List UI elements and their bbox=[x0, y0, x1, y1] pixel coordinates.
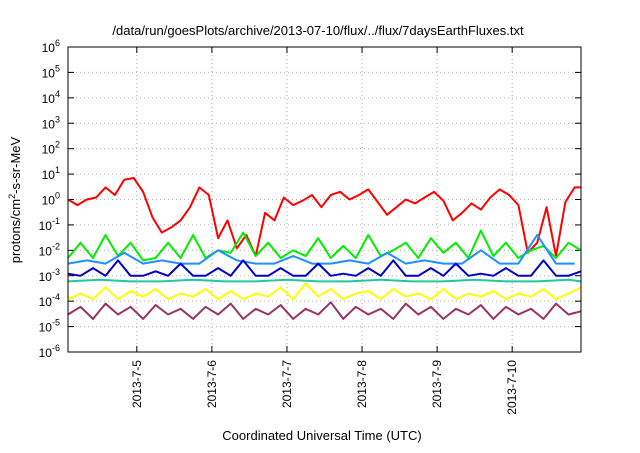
series-line-1 bbox=[67, 177, 581, 257]
series-line-5 bbox=[67, 278, 582, 283]
series-line-6 bbox=[67, 282, 582, 301]
series-layer bbox=[67, 177, 582, 320]
y-tick-label: 106 bbox=[42, 38, 60, 55]
y-tick-label: 105 bbox=[42, 63, 60, 80]
y-tick-label: 100 bbox=[42, 191, 60, 208]
x-tick-label: 2013-7-5 bbox=[130, 360, 144, 408]
y-tick-label: 102 bbox=[42, 140, 60, 157]
y-tick-label: 103 bbox=[42, 114, 60, 131]
y-tick-label: 10-1 bbox=[39, 216, 60, 233]
y-tick-labels: 10-6 10-5 10-4 10-3 10-2 10-1 100 101 102 103 104 1… bbox=[39, 38, 60, 360]
y-tick-label: 10-6 bbox=[39, 343, 60, 360]
y-tick-label: 10-2 bbox=[39, 241, 60, 258]
series-line-4 bbox=[67, 259, 582, 277]
series-line-7 bbox=[67, 301, 582, 320]
y-tick-label: 101 bbox=[42, 165, 60, 182]
y-tick-label: 104 bbox=[42, 89, 60, 106]
x-tick-labels: 2013-7-5 2013-7-6 2013-7-7 2013-7-8 2013-7-9… bbox=[130, 360, 519, 415]
y-tick-label: 10-3 bbox=[39, 267, 60, 284]
x-tick-label: 2013-7-9 bbox=[430, 360, 444, 408]
x-tick-label: 2013-7-6 bbox=[205, 360, 219, 408]
x-tick-label: 2013-7-8 bbox=[355, 360, 369, 408]
x-tick-label: 2013-7-10 bbox=[505, 360, 519, 415]
series-line-3 bbox=[67, 234, 575, 265]
x-tick-label: 2013-7-7 bbox=[280, 360, 294, 408]
y-axis-label: protons/cm2-s-sr-MeV bbox=[7, 136, 23, 263]
plot-frame bbox=[67, 46, 582, 353]
x-axis-label: Coordinated Universal Time (UTC) bbox=[222, 428, 421, 443]
series-line-2 bbox=[67, 229, 582, 262]
y-tick-label: 10-5 bbox=[39, 318, 60, 335]
y-tick-label: 10-4 bbox=[39, 292, 60, 309]
chart-title: /data/run/goesPlots/archive/2013-07-10/f… bbox=[112, 23, 524, 38]
grid bbox=[68, 46, 581, 353]
